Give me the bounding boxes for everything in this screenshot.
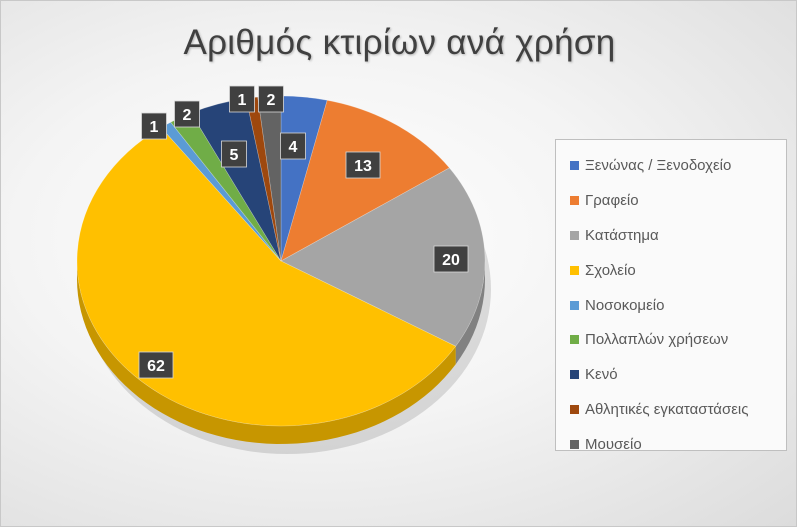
legend-label: Γραφείο <box>585 191 639 209</box>
legend-item-7: Κενό <box>570 357 786 392</box>
data-label-text-1: 4 <box>289 139 298 156</box>
legend-label: Ξενώνας / Ξενοδοχείο <box>585 156 732 174</box>
data-label-text-4: 62 <box>147 358 165 375</box>
legend-item-9: Μουσείο <box>570 427 786 462</box>
data-label-2: 13 <box>345 151 381 179</box>
legend-label: Κενό <box>585 366 618 384</box>
pie-slice-4 <box>76 127 457 427</box>
legend-item-3: Κατάστημα <box>570 218 786 253</box>
chart-legend: Ξενώνας / Ξενοδοχείο Γραφείο Κατάστημα Σχολ… <box>555 139 787 453</box>
data-label-text-8: 1 <box>238 92 247 109</box>
legend-swatch <box>570 405 579 415</box>
legend-swatch <box>570 195 579 205</box>
data-label-7: 5 <box>221 140 247 168</box>
data-label-6: 2 <box>174 100 200 128</box>
legend-item-6: Πολλαπλών χρήσεων <box>570 322 786 357</box>
legend-swatch <box>570 335 579 345</box>
legend-label: Πολλαπλών χρήσεων <box>585 331 729 349</box>
legend-item-5: Νοσοκομείο <box>570 288 786 323</box>
legend-swatch <box>570 440 579 450</box>
data-label-text-5: 1 <box>150 119 159 136</box>
legend-item-2: Γραφείο <box>570 183 786 218</box>
slice-side-3 <box>455 261 485 365</box>
legend-label: Σχολείο <box>585 261 636 279</box>
legend-label: Μουσείο <box>585 436 642 454</box>
data-label-text-6: 2 <box>183 107 192 124</box>
legend-swatch <box>570 300 579 310</box>
data-label-text-7: 5 <box>230 147 239 164</box>
data-label-4: 62 <box>138 351 174 379</box>
chart-title: Αριθμός κτιρίων ανά χρήση <box>183 23 616 62</box>
legend-label: Κατάστημα <box>585 226 659 244</box>
legend-swatch <box>570 265 579 275</box>
data-label-9: 2 <box>258 85 284 113</box>
pie-slice-2 <box>280 99 450 262</box>
legend-label: Νοσοκομείο <box>585 296 665 314</box>
pie-slice-3 <box>280 167 486 347</box>
legend-item-1: Ξενώνας / Ξενοδοχείο <box>570 148 786 183</box>
legend-label: Αθλητικές εγκαταστάσεις <box>585 401 749 419</box>
data-label-5: 1 <box>141 112 167 140</box>
legend-swatch <box>570 230 579 240</box>
data-label-text-3: 20 <box>442 252 460 269</box>
legend-item-4: Σχολείο <box>570 253 786 288</box>
data-label-1: 4 <box>280 132 306 160</box>
legend-swatch <box>570 370 579 380</box>
legend-swatch <box>570 160 579 170</box>
legend-item-8: Αθλητικές εγκαταστάσεις <box>570 392 786 427</box>
data-label-text-9: 2 <box>267 92 276 109</box>
data-label-3: 20 <box>433 245 469 273</box>
data-label-8: 1 <box>229 85 255 113</box>
data-label-text-2: 13 <box>354 158 372 175</box>
